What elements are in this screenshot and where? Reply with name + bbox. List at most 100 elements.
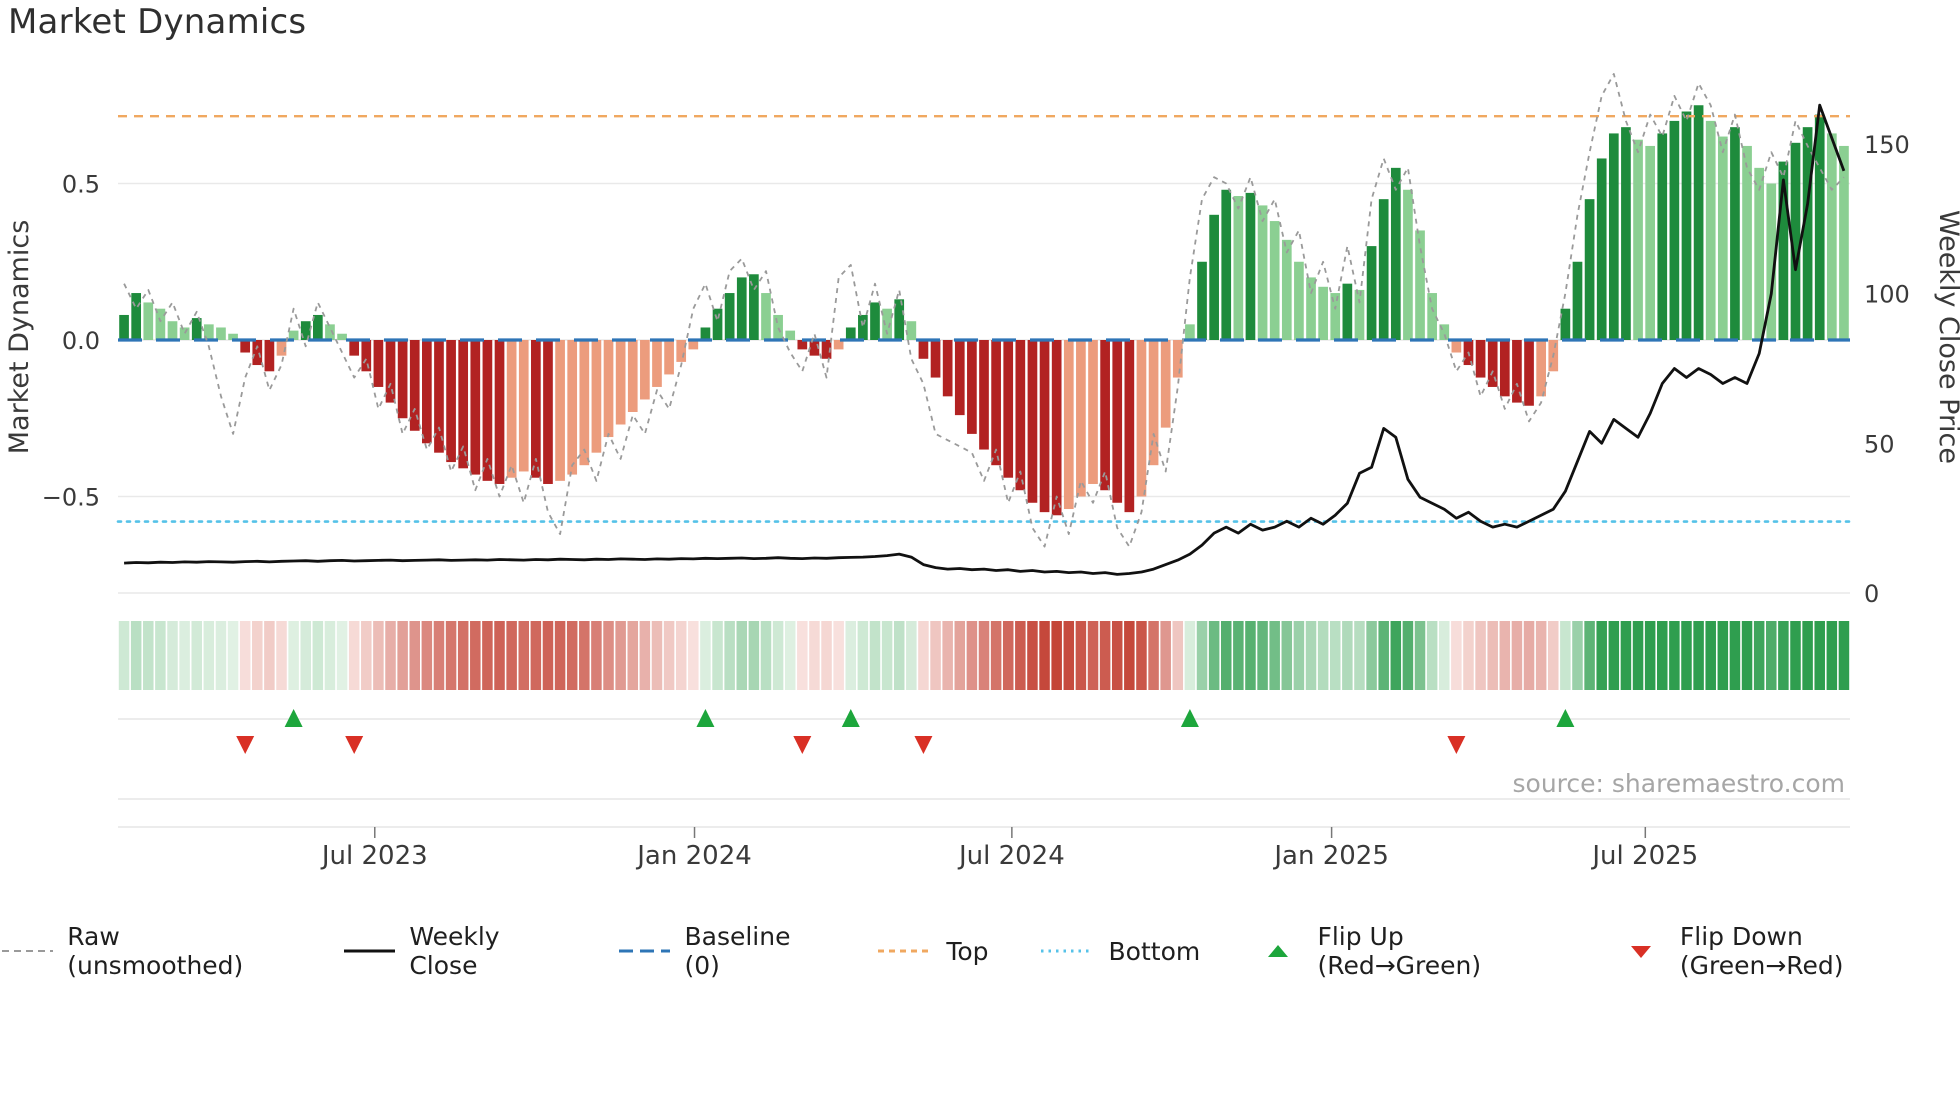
heatmap-cell	[881, 621, 893, 690]
oscillator-bar	[1427, 293, 1437, 340]
oscillator-bar	[1439, 324, 1450, 340]
oscillator-bar	[506, 340, 517, 478]
oscillator-bar	[1294, 261, 1304, 340]
oscillator-bar	[870, 302, 880, 340]
oscillator-bar	[821, 340, 832, 359]
heatmap-cell	[809, 621, 820, 690]
oscillator-bar	[894, 299, 905, 340]
chart-title: Market Dynamics	[8, 2, 307, 42]
heatmap-cell	[1196, 621, 1208, 690]
heatmap-cell	[1717, 621, 1729, 690]
flip-up-marker	[1556, 709, 1575, 727]
heatmap-cell	[1705, 621, 1716, 690]
heatmap-cell	[1741, 621, 1753, 690]
heatmap-cell	[918, 621, 929, 690]
oscillator-bar	[700, 327, 711, 340]
oscillator-bar	[1657, 133, 1668, 340]
oscillator-bar	[1826, 133, 1837, 340]
heatmap-cell	[130, 621, 142, 690]
heatmap-cell	[1802, 621, 1813, 690]
x-tick-label: Jul 2024	[957, 841, 1065, 871]
heatmap-cell	[203, 621, 215, 690]
dashed-line-icon	[2, 950, 54, 952]
oscillator-bar	[1124, 340, 1135, 513]
heatmap-cell	[542, 621, 554, 690]
heatmap-cell	[482, 621, 493, 690]
oscillator-bar	[313, 314, 323, 340]
oscillator-bar	[1778, 161, 1789, 340]
heatmap-cell	[603, 621, 614, 690]
legend-item: Bottom	[1039, 937, 1200, 966]
heatmap-cell	[1451, 621, 1462, 690]
heatmap-cell	[566, 621, 578, 690]
oscillator-bar	[942, 340, 953, 397]
oscillator-bar	[1233, 196, 1244, 340]
oscillator-bar	[555, 340, 565, 481]
heatmap-cell	[191, 621, 202, 690]
heatmap-cell	[445, 621, 457, 690]
oscillator-bar	[349, 340, 360, 356]
source-text: source: sharemaestro.com	[1513, 769, 1846, 798]
oscillator-bar	[1039, 340, 1050, 513]
oscillator-bar	[216, 327, 226, 340]
oscillator-bar	[543, 340, 553, 484]
oscillator-bar	[1342, 283, 1353, 340]
heatmap-cell	[1257, 621, 1268, 690]
oscillator-bar	[373, 340, 384, 387]
y-tick-label-right: 150	[1864, 131, 1910, 159]
oscillator-bar	[240, 340, 251, 353]
heatmap-cell	[797, 621, 808, 690]
heatmap-cell	[1329, 621, 1341, 690]
oscillator-bar	[1269, 221, 1280, 340]
oscillator-bar	[1076, 340, 1086, 497]
oscillator-bar	[1681, 111, 1692, 340]
oscillator-bar	[1003, 340, 1014, 478]
oscillator-bar	[1063, 340, 1074, 510]
oscillator-bar	[1306, 277, 1316, 340]
heatmap-cell	[288, 621, 299, 690]
oscillator-bar	[688, 340, 699, 350]
oscillator-bar	[1536, 340, 1546, 397]
heatmap-cell	[978, 621, 990, 690]
heatmap-cell	[990, 621, 1002, 690]
heatmap-cell	[1366, 621, 1377, 690]
oscillator-bar	[1172, 340, 1183, 378]
legend-label: Baseline (0)	[684, 922, 791, 980]
oscillator-bar	[579, 340, 590, 466]
heatmap-cell	[179, 621, 190, 690]
heatmap-cell	[1814, 621, 1825, 690]
triangle-down-icon	[1630, 946, 1651, 958]
heatmap-cell	[1039, 621, 1050, 690]
heatmap-cell	[312, 621, 324, 690]
heatmap-cell	[615, 621, 626, 690]
heatmap-cell	[1378, 621, 1389, 690]
x-tick-label: Jan 2025	[1272, 841, 1389, 871]
oscillator-bar	[1112, 340, 1123, 503]
oscillator-bar	[724, 293, 735, 340]
oscillator-bar	[264, 340, 275, 372]
oscillator-bar	[785, 330, 796, 340]
oscillator-bar	[422, 340, 432, 444]
flip-up-marker	[1180, 709, 1199, 727]
heatmap-cell	[1208, 621, 1220, 690]
heatmap-cell	[688, 621, 699, 690]
oscillator-bar	[1185, 324, 1195, 340]
oscillator-bar	[1136, 340, 1147, 497]
heatmap-cell	[1220, 621, 1232, 690]
heatmap-cell	[1063, 621, 1075, 690]
oscillator-bar	[930, 340, 941, 378]
heatmap-cell	[300, 621, 311, 690]
oscillator-bar	[288, 330, 299, 340]
oscillator-bar	[906, 321, 917, 340]
oscillator-bar	[1705, 120, 1716, 341]
y-tick-label-right: 0	[1864, 580, 1879, 608]
flip-down-marker	[345, 736, 364, 754]
heatmap-cell	[1535, 621, 1547, 690]
heatmap-cell	[385, 621, 396, 690]
oscillator-bar	[712, 308, 723, 340]
oscillator-bar	[325, 324, 335, 340]
oscillator-bar	[1572, 261, 1583, 340]
heatmap-cell	[1681, 621, 1692, 690]
x-tick-label: Jul 2023	[320, 841, 428, 871]
triangle-up-glyph	[1268, 945, 1289, 957]
